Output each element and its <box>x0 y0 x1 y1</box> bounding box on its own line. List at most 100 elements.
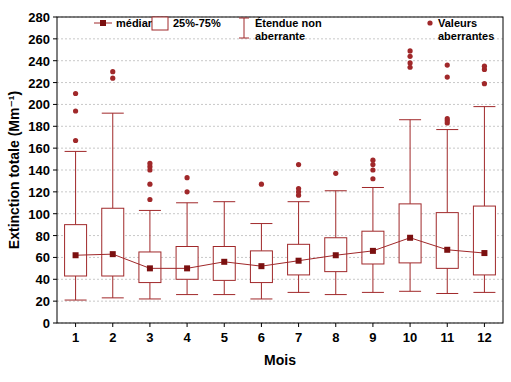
whisker-cap-low <box>102 297 124 298</box>
legend-whisker <box>244 18 245 38</box>
outlier <box>445 75 450 80</box>
whisker-cap-high <box>436 129 458 130</box>
median-marker <box>333 252 339 258</box>
median-marker <box>73 252 79 258</box>
grid-line <box>57 279 503 280</box>
outlier <box>445 116 450 121</box>
y-tick <box>53 17 57 18</box>
y-tick <box>53 213 57 214</box>
grid-line <box>57 191 503 192</box>
y-tick-label: 120 <box>28 185 50 200</box>
x-tick-label: 4 <box>183 330 191 345</box>
x-tick-label: 12 <box>477 330 491 345</box>
median-marker <box>110 251 116 257</box>
x-tick <box>298 323 299 327</box>
box <box>65 225 87 276</box>
whisker-low <box>372 264 373 292</box>
box <box>399 204 421 263</box>
whisker-high <box>298 202 299 245</box>
y-tick <box>53 148 57 149</box>
whisker-cap-high <box>65 151 87 152</box>
y-tick <box>53 301 57 302</box>
box <box>473 206 495 275</box>
x-tick-label: 7 <box>295 330 302 345</box>
y-tick <box>53 170 57 171</box>
legend-label: Valeursaberrantes <box>438 17 494 42</box>
outlier <box>147 182 152 187</box>
grid-line <box>57 104 503 105</box>
y-tick-label: 160 <box>28 141 50 156</box>
whisker-cap-high <box>213 201 235 202</box>
outlier <box>147 161 152 166</box>
y-tick <box>53 60 57 61</box>
median-line <box>76 238 485 269</box>
whisker-high <box>112 113 113 208</box>
outlier <box>184 175 189 180</box>
legend: médiane25%-75%Étendue nonaberranteValeur… <box>94 17 494 42</box>
legend-box <box>152 17 168 30</box>
box <box>176 247 198 280</box>
whisker-cap-high <box>176 202 198 203</box>
whisker-low <box>224 280 225 294</box>
x-tick-label: 2 <box>109 330 116 345</box>
outlier <box>407 48 412 53</box>
box <box>250 251 272 283</box>
whisker-cap-low <box>139 298 161 299</box>
median-marker <box>184 265 190 271</box>
box <box>436 213 458 269</box>
whisker-cap-low <box>176 294 198 295</box>
x-axis-label: Mois <box>264 352 296 368</box>
outlier <box>110 76 115 81</box>
legend-label-line: aberrantes <box>438 30 494 42</box>
whisker-low <box>187 279 188 294</box>
outlier <box>184 189 189 194</box>
x-tick <box>224 323 225 327</box>
whisker-high <box>372 187 373 231</box>
y-tick <box>53 126 57 127</box>
box <box>139 252 161 283</box>
legend-whisker-cap <box>239 18 249 19</box>
whisker-cap-high <box>288 201 310 202</box>
whisker-low <box>410 263 411 291</box>
y-tick-label: 220 <box>28 76 50 91</box>
whisker-low <box>261 283 262 299</box>
whisker-high <box>224 202 225 247</box>
y-tick-label: 140 <box>28 163 50 178</box>
y-tick-label: 260 <box>28 32 50 47</box>
whisker-low <box>484 275 485 292</box>
x-tick <box>149 323 150 327</box>
whisker-cap-low <box>65 300 87 301</box>
x-tick <box>187 323 188 327</box>
whisker-low <box>75 276 76 300</box>
outlier <box>110 69 115 74</box>
whisker-high <box>410 120 411 204</box>
whisker-high <box>187 203 188 247</box>
outlier <box>482 81 487 86</box>
y-tick-label: 20 <box>36 294 50 309</box>
median-marker <box>407 235 413 241</box>
y-tick <box>53 279 57 280</box>
whisker-cap-high <box>362 187 384 188</box>
x-tick-label: 6 <box>258 330 265 345</box>
grid-line <box>57 301 503 302</box>
x-tick-label: 5 <box>221 330 228 345</box>
legend-label: 25%-75% <box>173 17 221 29</box>
x-tick-label: 10 <box>403 330 417 345</box>
whisker-cap-high <box>102 113 124 114</box>
box <box>102 208 124 276</box>
legend-outlier <box>427 20 432 25</box>
legend-label-line: Valeurs <box>438 17 477 29</box>
whisker-high <box>447 130 448 213</box>
outlier <box>333 171 338 176</box>
outlier <box>370 176 375 181</box>
grid-line <box>57 60 503 61</box>
y-tick-label: 180 <box>28 119 50 134</box>
y-tick <box>53 191 57 192</box>
plot-frame <box>57 17 503 323</box>
whisker-cap-high <box>250 223 272 224</box>
x-tick-label: 1 <box>72 330 79 345</box>
y-tick <box>53 38 57 39</box>
x-tick-label: 3 <box>146 330 153 345</box>
y-tick-label: 40 <box>36 272 50 287</box>
legend-label-line: Étendue non <box>255 17 322 29</box>
